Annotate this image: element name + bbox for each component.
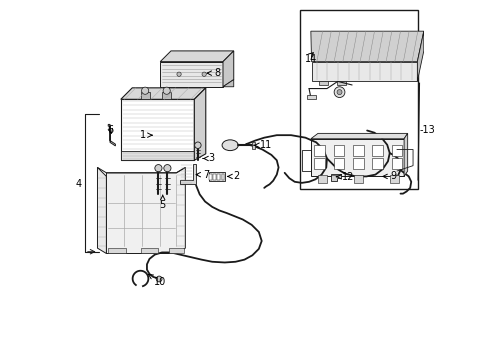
Bar xyxy=(217,174,220,180)
Bar xyxy=(121,151,194,160)
Bar xyxy=(213,174,216,180)
Polygon shape xyxy=(97,167,106,253)
Bar xyxy=(371,158,382,169)
Polygon shape xyxy=(121,88,205,99)
Text: 1: 1 xyxy=(140,130,152,140)
Text: 4: 4 xyxy=(76,179,81,189)
Bar xyxy=(333,158,344,169)
Bar xyxy=(352,158,363,169)
Bar xyxy=(121,99,194,160)
Polygon shape xyxy=(311,62,416,81)
Bar xyxy=(208,172,224,181)
Text: 8: 8 xyxy=(207,68,220,78)
Polygon shape xyxy=(330,174,340,181)
Bar xyxy=(221,174,224,180)
Text: 9: 9 xyxy=(382,171,395,181)
Bar xyxy=(208,174,211,180)
Bar xyxy=(108,248,126,253)
Polygon shape xyxy=(194,88,205,160)
Circle shape xyxy=(142,87,148,94)
Circle shape xyxy=(177,72,181,76)
Bar xyxy=(162,92,171,99)
Polygon shape xyxy=(180,164,196,184)
Bar xyxy=(317,175,326,183)
Bar xyxy=(391,158,402,169)
Bar xyxy=(353,175,362,183)
Polygon shape xyxy=(223,51,233,87)
Bar xyxy=(314,158,325,169)
Text: -13: -13 xyxy=(419,125,434,135)
Text: 11: 11 xyxy=(253,140,271,150)
Bar xyxy=(333,145,344,156)
Bar xyxy=(371,145,382,156)
Polygon shape xyxy=(403,134,407,176)
Bar xyxy=(300,10,418,189)
Polygon shape xyxy=(223,80,233,87)
Polygon shape xyxy=(310,134,407,139)
Circle shape xyxy=(333,87,344,98)
Bar xyxy=(306,95,316,99)
Text: 7: 7 xyxy=(196,170,209,180)
Bar xyxy=(391,145,402,156)
Text: 6: 6 xyxy=(107,125,113,135)
Bar xyxy=(352,145,363,156)
Text: 14: 14 xyxy=(304,54,316,64)
Polygon shape xyxy=(416,31,423,81)
Polygon shape xyxy=(106,167,185,253)
Text: 12: 12 xyxy=(336,172,354,182)
Polygon shape xyxy=(310,31,423,62)
Bar xyxy=(169,248,183,253)
Circle shape xyxy=(156,276,162,282)
Circle shape xyxy=(202,72,206,76)
Bar xyxy=(314,145,325,156)
Circle shape xyxy=(163,87,170,94)
Text: 10: 10 xyxy=(148,274,166,287)
Circle shape xyxy=(163,165,171,172)
Ellipse shape xyxy=(222,140,238,150)
Circle shape xyxy=(155,165,162,172)
Circle shape xyxy=(194,142,201,148)
Text: 3: 3 xyxy=(203,153,214,163)
Bar xyxy=(160,62,223,87)
Text: 5: 5 xyxy=(159,195,165,211)
Bar xyxy=(310,139,403,176)
Bar xyxy=(318,81,327,85)
Circle shape xyxy=(336,90,341,95)
Bar xyxy=(140,248,158,253)
Bar xyxy=(336,81,345,85)
Bar xyxy=(141,92,149,99)
Text: 2: 2 xyxy=(227,171,240,181)
Bar xyxy=(389,175,398,183)
Polygon shape xyxy=(108,125,115,146)
Polygon shape xyxy=(160,51,233,62)
Polygon shape xyxy=(251,141,255,149)
